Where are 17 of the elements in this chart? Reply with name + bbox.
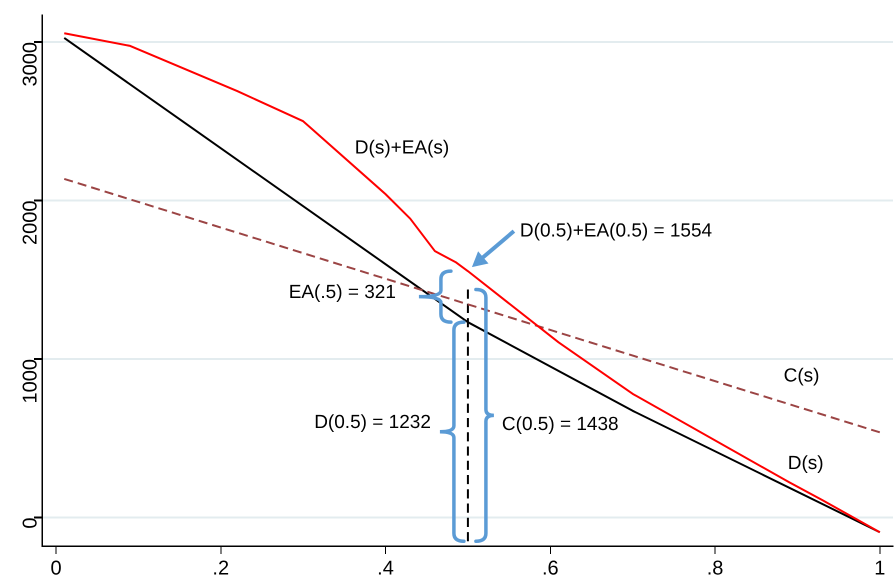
x-tick-label: 0 <box>50 558 62 580</box>
annotation: D(0.5) = 1232 <box>314 412 431 434</box>
annotation: EA(.5) = 321 <box>288 282 396 304</box>
series-label: D(s) <box>788 453 824 474</box>
x-tick-label: .4 <box>377 558 394 580</box>
x-tick-label: 1 <box>874 558 886 580</box>
y-tick-label: 1000 <box>20 358 42 404</box>
x-tick-label: .8 <box>706 558 724 580</box>
annotation: D(0.5)+EA(0.5) = 1554 <box>520 220 713 242</box>
annotation: C(0.5) = 1438 <box>502 414 619 436</box>
series-label: D(s)+EA(s) <box>354 138 450 159</box>
y-tick-label: 3000 <box>20 42 42 86</box>
y-tick-label: 0 <box>20 517 42 529</box>
x-tick-label: .6 <box>542 558 559 580</box>
y-tick-label: 2000 <box>20 200 42 245</box>
x-tick-label: .2 <box>212 558 230 580</box>
series-label: C(s) <box>784 365 820 386</box>
